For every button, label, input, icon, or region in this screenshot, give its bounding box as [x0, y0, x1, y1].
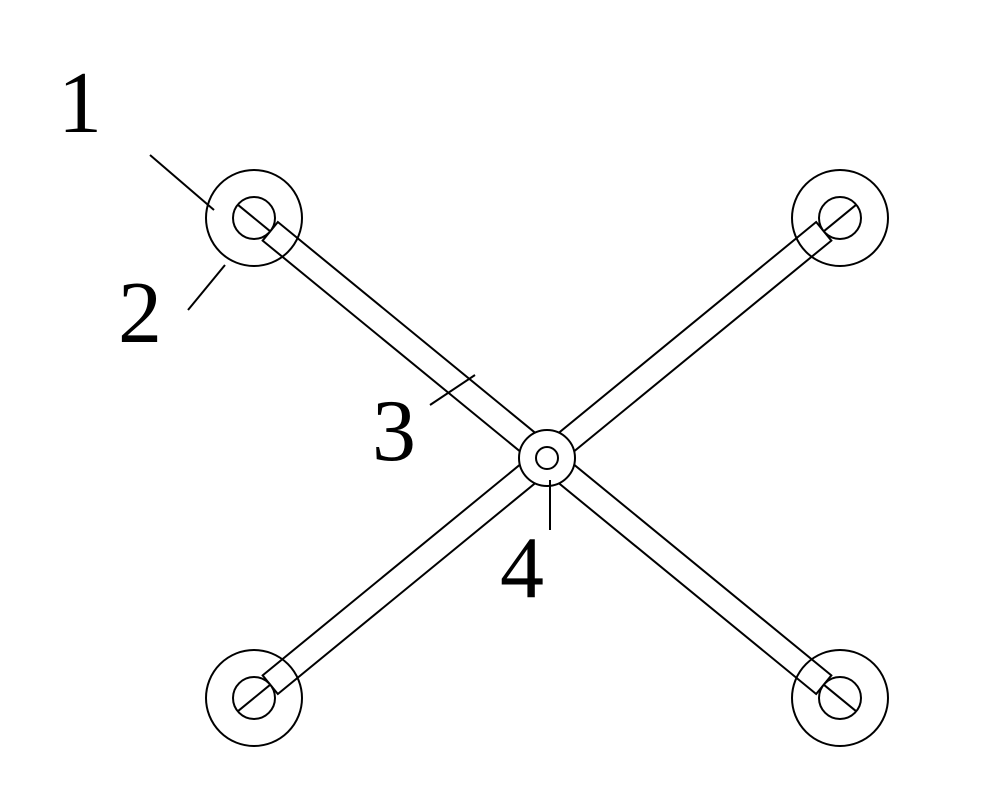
leaders	[150, 155, 550, 530]
label-2: 2	[118, 270, 162, 358]
diagram-canvas	[0, 0, 1000, 793]
center	[519, 430, 575, 486]
label-3: 3	[372, 388, 416, 476]
label-1: 1	[58, 60, 102, 148]
label-4: 4	[500, 525, 544, 613]
